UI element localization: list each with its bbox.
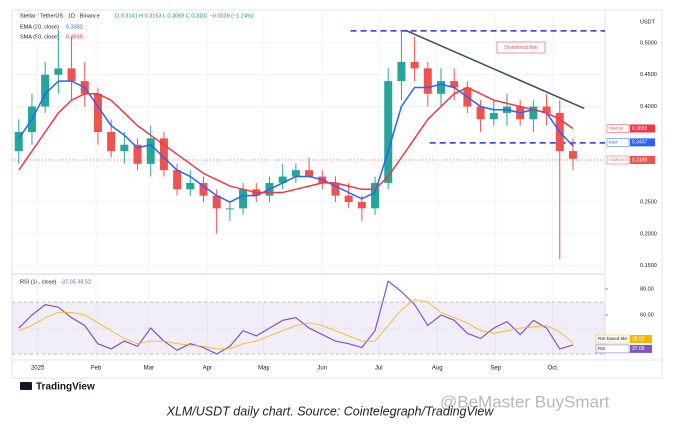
- badge-value: 0.3655: [632, 126, 648, 132]
- x-tick-label: Oct: [548, 366, 558, 372]
- badge-value-box: [630, 124, 655, 133]
- candle-body: [476, 106, 485, 120]
- candle-body: [173, 170, 182, 190]
- trendline-label: Downtrend line: [504, 45, 538, 51]
- badge-value: 0.3160: [632, 157, 648, 163]
- rsi-line: [18, 298, 574, 350]
- candle-body: [529, 106, 538, 120]
- candle-body: [291, 170, 300, 177]
- candle-body: [357, 202, 366, 209]
- candle-body: [133, 144, 142, 164]
- currency-label: USDT: [640, 19, 656, 25]
- y-tick-label: 0.4000: [640, 104, 657, 110]
- rsi-badge-name-box: [595, 344, 630, 354]
- trendline: [404, 29, 585, 110]
- x-tick-label: Aug: [432, 366, 443, 372]
- candle-body: [159, 138, 168, 171]
- rsi-badge-name: RSI: [598, 346, 606, 351]
- candle-body: [14, 132, 23, 152]
- candle-body: [54, 68, 63, 75]
- candle-body: [568, 151, 577, 159]
- x-tick-label: 2025: [31, 366, 45, 372]
- candle-body: [305, 170, 314, 177]
- trendline-label-box: [496, 41, 546, 54]
- candle-body: [120, 144, 129, 152]
- badge-name-box: [606, 138, 630, 147]
- candle-body: [67, 68, 76, 82]
- rsi-values: 37.05 38.52: [62, 279, 91, 285]
- ema-legend-value: 0.3382: [66, 24, 83, 30]
- candle-body: [371, 182, 380, 209]
- rsi-line: [18, 280, 574, 355]
- badge-name-box: [606, 124, 630, 133]
- x-tick-label: Apr: [203, 366, 212, 372]
- indicator-line: [18, 86, 574, 194]
- candle-body: [199, 182, 208, 196]
- x-tick-label: Mar: [144, 366, 154, 372]
- rsi-title: RSI (14, close): [20, 279, 57, 285]
- candle-body: [410, 62, 419, 69]
- sma-legend-value: 0.3655: [66, 34, 83, 40]
- candle-body: [437, 81, 446, 94]
- x-tick-label: May: [258, 366, 269, 372]
- rsi-tick-label: 60.00: [640, 313, 654, 319]
- symbol-title: Stellar / TetherUS · 1D · Binance: [20, 13, 100, 19]
- badge-value-box: [630, 156, 655, 164]
- candle-body: [107, 132, 116, 152]
- ema-legend: EMA (20, close): [20, 24, 59, 30]
- y-tick-label: 0.2000: [640, 231, 657, 237]
- candle-body: [146, 138, 155, 164]
- candle-body: [186, 182, 195, 190]
- watermark: @BeMaster BuySmart: [440, 392, 610, 411]
- ohlc-text: O 0.3141 H 0.3153 L 0.3069 C 0.3102 −0.0…: [115, 13, 254, 19]
- candle-body: [450, 81, 459, 88]
- candle-body: [344, 195, 353, 202]
- rsi-badge-value-box: [630, 344, 652, 353]
- badge-value-box: [630, 138, 655, 147]
- candle-body: [239, 189, 248, 209]
- brand: TradingView: [36, 382, 95, 393]
- candle-body: [93, 93, 102, 132]
- badge-name: SMA 50: [609, 126, 624, 131]
- rsi-badge-value: 37.05: [632, 346, 645, 352]
- rsi-badge-value-box: [630, 335, 652, 344]
- badge-name: EMA: [609, 139, 618, 144]
- brand-logo: [20, 382, 32, 390]
- rsi-badge-name-box: [595, 334, 630, 344]
- y-tick-label: 0.1500: [640, 263, 657, 269]
- rsi-badge-name: RSI-based MA: [598, 336, 627, 341]
- badge-name: XLMUSDT: [609, 157, 629, 162]
- indicator-line: [18, 80, 574, 203]
- candle-body: [384, 81, 393, 183]
- x-tick-label: Jul: [375, 366, 383, 372]
- badge-name-box: [606, 155, 630, 165]
- rsi-badge-value: 38.52: [632, 336, 645, 342]
- candle-body: [489, 112, 498, 120]
- caption: XLM/USDT daily chart. Source: Cointelegr…: [166, 404, 495, 418]
- x-tick-label: Sep: [490, 366, 501, 372]
- x-tick-label: Jun: [317, 366, 327, 372]
- y-tick-label: 0.2500: [640, 199, 657, 205]
- candle-body: [212, 195, 221, 209]
- y-tick-label: 0.4500: [640, 72, 657, 78]
- candle-body: [278, 176, 287, 183]
- candle-body: [542, 106, 551, 113]
- candle-body: [225, 208, 234, 210]
- candle-body: [397, 62, 406, 82]
- candle-body: [423, 68, 432, 94]
- candle-body: [331, 182, 340, 196]
- sma-legend: SMA (50, close): [20, 34, 59, 40]
- x-tick-label: Feb: [91, 366, 102, 372]
- badge-value: 0.3437: [632, 140, 648, 146]
- rsi-tick-label: 80.00: [640, 286, 654, 292]
- y-tick-label: 0.5000: [640, 40, 657, 46]
- candle-body: [41, 74, 50, 107]
